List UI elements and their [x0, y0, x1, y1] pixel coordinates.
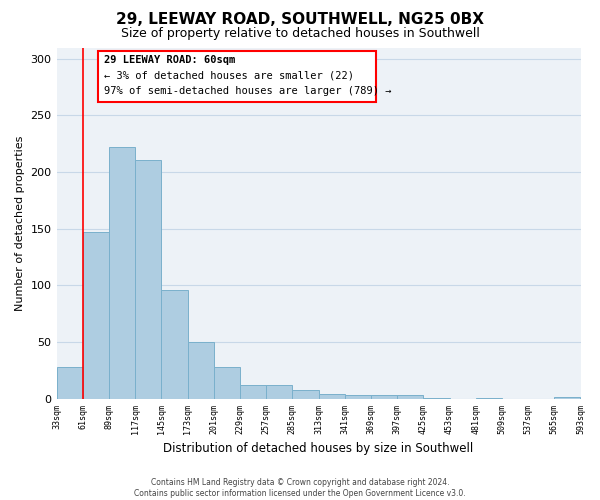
Text: 29 LEEWAY ROAD: 60sqm: 29 LEEWAY ROAD: 60sqm [104, 55, 235, 65]
Bar [83, 232, 109, 399]
Y-axis label: Number of detached properties: Number of detached properties [15, 136, 25, 311]
Bar [266, 385, 292, 399]
Bar [188, 342, 214, 399]
FancyBboxPatch shape [98, 51, 376, 102]
Text: 97% of semi-detached houses are larger (789) →: 97% of semi-detached houses are larger (… [104, 86, 391, 96]
Bar [345, 396, 371, 399]
Bar [240, 385, 266, 399]
Bar [476, 398, 502, 399]
Bar [56, 367, 83, 399]
Text: Contains HM Land Registry data © Crown copyright and database right 2024.
Contai: Contains HM Land Registry data © Crown c… [134, 478, 466, 498]
Bar [319, 394, 345, 399]
Bar [424, 398, 449, 399]
Text: ← 3% of detached houses are smaller (22): ← 3% of detached houses are smaller (22) [104, 70, 353, 81]
Bar [214, 367, 240, 399]
Bar [397, 396, 424, 399]
Text: Size of property relative to detached houses in Southwell: Size of property relative to detached ho… [121, 28, 479, 40]
Text: 29, LEEWAY ROAD, SOUTHWELL, NG25 0BX: 29, LEEWAY ROAD, SOUTHWELL, NG25 0BX [116, 12, 484, 28]
Bar [371, 396, 397, 399]
Bar [292, 390, 319, 399]
X-axis label: Distribution of detached houses by size in Southwell: Distribution of detached houses by size … [163, 442, 473, 455]
Bar [161, 290, 188, 399]
Bar [109, 147, 135, 399]
Bar [135, 160, 161, 399]
Bar [554, 396, 580, 399]
